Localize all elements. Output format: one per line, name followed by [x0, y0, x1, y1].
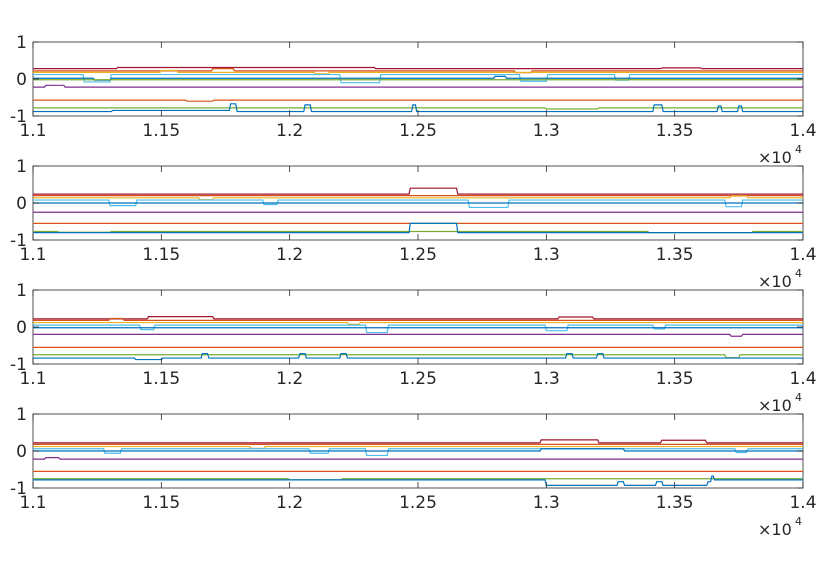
y-tick-label: 0	[16, 70, 27, 90]
x-tick-label: 1.4	[789, 493, 816, 513]
subplot-2: 1.1 1.15 1.2 1.25 1.3 1.35 1.4 -1 0 1 ×10 4	[10, 157, 816, 291]
series-line-8	[33, 354, 803, 359]
x-exponent-label: ×10	[758, 148, 792, 167]
y-tick-label: -1	[10, 355, 27, 375]
x-tick-label: 1.15	[142, 369, 180, 389]
x-tick-label: 1.4	[789, 245, 816, 265]
series-line-4	[33, 448, 803, 457]
x-tick-label: 1.2	[276, 121, 303, 141]
series-line-4	[33, 73, 803, 84]
y-tick-label: 1	[16, 157, 27, 177]
y-tick-label: 0	[16, 442, 27, 462]
x-tick-label: 1.4	[789, 121, 816, 141]
x-tick-label: 1.25	[399, 245, 437, 265]
x-exponent-power: 4	[795, 143, 802, 156]
x-tick-label: 1.2	[276, 493, 303, 513]
x-tick-label: 1.1	[19, 493, 46, 513]
series-line-3	[33, 445, 803, 450]
y-tick-label: 1	[16, 33, 27, 53]
series-line-4	[33, 324, 803, 334]
x-tick-label: 1.3	[533, 493, 560, 513]
series-line-4	[33, 199, 803, 209]
series-line-2	[33, 317, 803, 321]
x-tick-label: 1.35	[656, 493, 694, 513]
x-tick-label: 1.15	[142, 121, 180, 141]
series-line-6	[33, 457, 803, 460]
x-tick-label: 1.2	[276, 369, 303, 389]
y-tick-label: -1	[10, 231, 27, 251]
axes-box	[32, 289, 804, 365]
x-tick-label: 1.2	[276, 245, 303, 265]
x-tick-label: 1.35	[656, 245, 694, 265]
series-line-5	[33, 448, 803, 452]
x-tick-label: 1.15	[142, 493, 180, 513]
x-tick-label: 1.3	[533, 369, 560, 389]
x-tick-label: 1.35	[656, 369, 694, 389]
subplot-4: 1.1 1.15 1.2 1.25 1.3 1.35 1.4 -1 0 1 ×10 4	[10, 405, 816, 539]
series-line-1	[33, 316, 803, 320]
subplot-3: 1.1 1.15 1.2 1.25 1.3 1.35 1.4 -1 0 1 ×10 4	[10, 281, 816, 415]
x-exponent-power: 4	[795, 267, 802, 280]
x-tick-label: 1.1	[19, 245, 46, 265]
x-exponent-power: 4	[795, 515, 802, 528]
x-tick-label: 1.15	[142, 245, 180, 265]
x-tick-label: 1.1	[19, 121, 46, 141]
series-line-9	[33, 107, 803, 110]
x-exponent-power: 4	[795, 391, 802, 404]
x-exponent-label: ×10	[758, 520, 792, 539]
x-tick-label: 1.25	[399, 369, 437, 389]
series-line-1	[33, 439, 803, 444]
series-line-1	[33, 66, 803, 70]
x-tick-label: 1.25	[399, 493, 437, 513]
y-tick-label: 1	[16, 405, 27, 425]
x-tick-label: 1.4	[789, 369, 816, 389]
y-tick-label: -1	[10, 107, 27, 127]
x-tick-label: 1.35	[656, 121, 694, 141]
series-line-9	[33, 222, 803, 234]
x-tick-label: 1.1	[19, 369, 46, 389]
subplot-1: 1.1 1.15 1.2 1.25 1.3 1.35 1.4 -1 0 1 ×10 4	[10, 33, 816, 167]
series-line-1	[33, 187, 803, 195]
y-tick-label: 0	[16, 318, 27, 338]
series-line-3	[33, 69, 803, 75]
series-line-6	[33, 333, 803, 337]
x-tick-label: 1.25	[399, 121, 437, 141]
series-line-7	[33, 84, 803, 88]
y-tick-label: 0	[16, 194, 27, 214]
series-line-8	[33, 99, 803, 102]
series-line-5	[33, 75, 803, 81]
axes-box	[32, 41, 804, 117]
series-line-3	[33, 195, 803, 201]
series-line-3	[33, 321, 803, 326]
y-tick-label: 1	[16, 281, 27, 301]
x-exponent-label: ×10	[758, 396, 792, 415]
x-tick-label: 1.3	[533, 121, 560, 141]
x-exponent-label: ×10	[758, 272, 792, 291]
x-tick-label: 1.3	[533, 245, 560, 265]
series-line-8	[33, 478, 803, 481]
y-tick-label: -1	[10, 479, 27, 499]
